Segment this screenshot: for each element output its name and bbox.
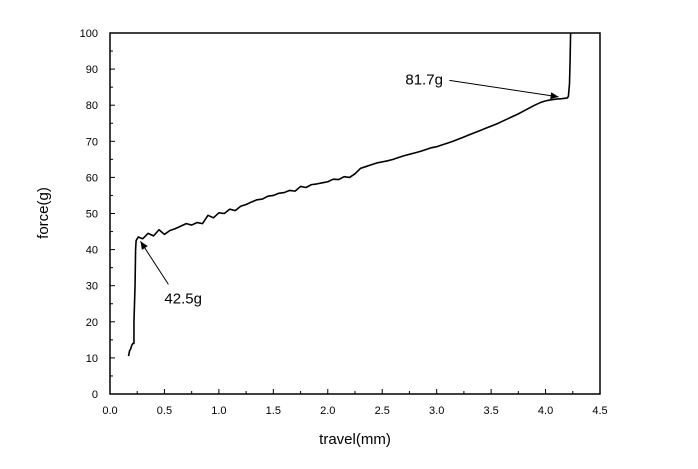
annotation-arrow-line	[449, 79, 559, 98]
x-tick-label: 2.5	[375, 405, 390, 417]
plot-frame	[109, 32, 601, 395]
y-tick-label: 30	[86, 281, 98, 293]
annotation-arrow-head	[550, 92, 559, 100]
y-tick-label: 40	[86, 245, 98, 257]
x-tick-label: 4.0	[538, 405, 553, 417]
x-tick-label: 0.0	[102, 405, 117, 417]
y-tick-label: 80	[86, 100, 98, 112]
annotation-label: 42.5g	[164, 290, 202, 307]
annotations: 42.5g 81.7g	[140, 71, 559, 307]
y-tick-label: 100	[80, 28, 98, 40]
annotation-arrow-head	[140, 241, 148, 250]
x-tick-label: 4.5	[592, 405, 607, 417]
y-axis-label: force(g)	[35, 187, 52, 239]
y-tick-label: 90	[86, 64, 98, 76]
x-tick-label: 2.0	[320, 405, 335, 417]
x-axis-label: travel(mm)	[319, 431, 391, 448]
x-tick-label: 0.5	[157, 405, 172, 417]
y-tick-label: 70	[86, 136, 98, 148]
y-tick-label: 50	[86, 209, 98, 221]
x-tick-label: 1.0	[211, 405, 226, 417]
x-tick-label: 1.5	[266, 405, 281, 417]
y-tick-label: 10	[86, 353, 98, 365]
x-tick-label: 3.5	[483, 405, 498, 417]
y-tick-label: 60	[86, 172, 98, 184]
x-tick-label: 3.0	[429, 405, 444, 417]
annotation-arrow-line	[140, 241, 169, 285]
y-tick-label: 0	[92, 389, 98, 401]
force-series-line	[127, 32, 572, 357]
axis-ticks	[109, 32, 601, 395]
tick-labels: 0.0 0.5 1.0 1.5 2.0 2.5 3.0 3.5 4.0 4.5 0 10 20 30 40 5…	[80, 28, 608, 417]
annotation-label: 81.7g	[405, 71, 443, 88]
y-tick-label: 20	[86, 317, 98, 329]
